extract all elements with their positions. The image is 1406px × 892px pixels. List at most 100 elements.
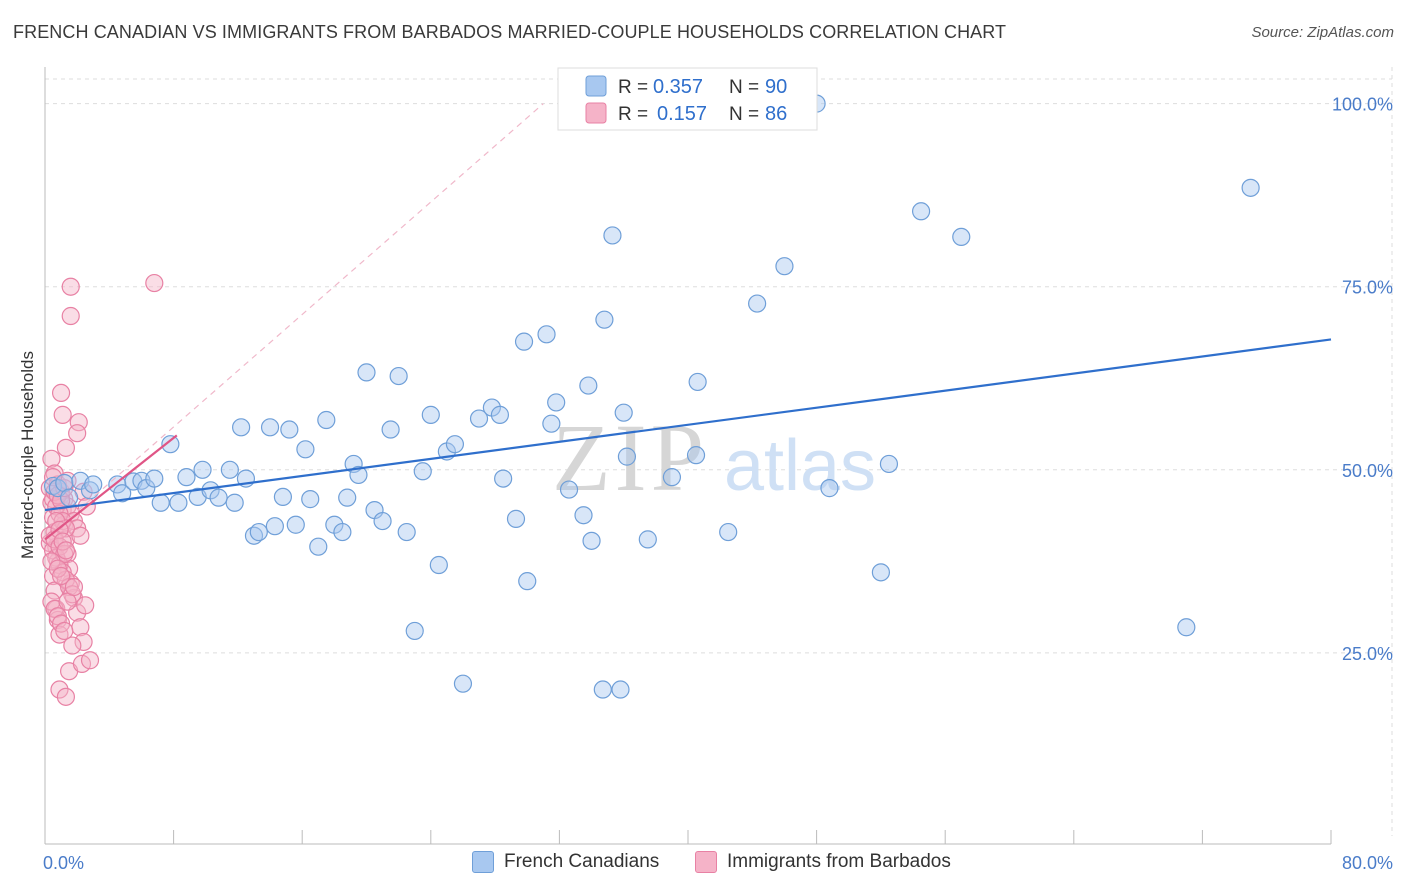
barbados-point (71, 526, 90, 545)
french-canadian-point (232, 418, 251, 437)
french-canadian-point (177, 468, 196, 487)
barbados-point (74, 632, 93, 652)
y-axis-label: Married-couple Households (18, 351, 37, 559)
barbados-point (61, 306, 80, 326)
x-tick-label-max: 80.0% (1342, 853, 1393, 873)
french-canadian-point (490, 405, 510, 424)
y-tick-label: 100.0% (1332, 95, 1393, 115)
y-tick-label: 75.0% (1342, 278, 1393, 298)
french-canadian-point (225, 493, 244, 512)
french-canadian-point (389, 366, 408, 386)
y-tick-label: 25.0% (1342, 644, 1393, 664)
french-canadian-point (317, 410, 336, 430)
french-canadian-point (579, 376, 598, 395)
legend-swatch-barbados (695, 851, 717, 873)
french-canadian-point (381, 420, 400, 439)
barbados-point (50, 680, 69, 699)
french-canadian-point (113, 484, 132, 503)
french-canadian-point (309, 537, 328, 556)
axis-layer: 25.0% 50.0% 75.0% 100.0% (44, 67, 1393, 845)
french-canadian-point (357, 363, 376, 382)
legend-r-value-pink: 0.157 (657, 103, 707, 125)
french-canadian-point (60, 488, 79, 507)
french-canadian-point (559, 480, 579, 499)
french-canadian-point (397, 522, 416, 542)
french-canadian-point (55, 473, 74, 493)
reference-diagonal (44, 103, 544, 540)
french-canadian-point (333, 522, 352, 542)
legend-swatch-french-canadians (472, 851, 494, 873)
barbados-point (80, 651, 100, 670)
french-canadian-point (373, 511, 392, 531)
barbados-point (53, 405, 72, 424)
french-canadian-point (611, 680, 630, 699)
barbados-point (42, 552, 61, 571)
barbados-point (56, 687, 75, 706)
french-canadian-point (582, 531, 601, 550)
french-canadian-point (405, 621, 424, 641)
x-tick-label-min: 0.0% (43, 853, 84, 873)
french-canadian-point (603, 226, 622, 245)
french-canadian-point (296, 440, 315, 459)
french-canadian-point (80, 481, 100, 500)
french-canadian-point (265, 517, 284, 536)
legend-swatch-pink (585, 102, 607, 124)
source-label: Source: ZipAtlas.com (1251, 24, 1394, 41)
french-canadian-point (445, 435, 465, 454)
french-canadian-point (1177, 618, 1196, 637)
french-canadian-point (871, 563, 891, 582)
french-canadian-point (542, 414, 561, 433)
french-canadian-point (286, 515, 305, 534)
legend-r-label-blue: R = (618, 77, 648, 98)
barbados-points (40, 273, 164, 706)
french-canadian-point (719, 522, 738, 542)
barbados-point (61, 277, 80, 296)
stats-legend: R = 0.357 N = 90 R = 0.157 N = 86 (557, 67, 818, 131)
french-canadian-point (638, 530, 657, 549)
french-canadian-point (151, 493, 170, 512)
barbados-point (51, 383, 71, 403)
french-canadian-point (775, 257, 794, 276)
y-tick-label: 50.0% (1342, 461, 1393, 481)
barbados-point (68, 424, 87, 443)
legend-n-label-blue: N = (729, 77, 759, 98)
french-canadian-point (421, 405, 440, 424)
legend-n-label-pink: N = (729, 104, 759, 125)
french-canadian-point (537, 325, 556, 344)
french-canadian-point (220, 460, 239, 479)
french-canadian-point (518, 572, 537, 591)
french-canadian-point (494, 469, 513, 488)
grid-layer (45, 67, 1393, 836)
barbados-point (145, 273, 164, 293)
legend-label-french-canadians: French Canadians (504, 851, 660, 872)
french-canadian-point (911, 202, 931, 221)
french-canadian-points (43, 94, 1260, 699)
legend-item-french-canadians: French Canadians (472, 851, 659, 873)
french-canadian-point (574, 506, 593, 525)
french-canadian-point (593, 680, 612, 699)
legend-label-barbados: Immigrants from Barbados (727, 851, 951, 872)
legend-n-value-pink: 86 (765, 103, 787, 125)
french-canadian-point (748, 294, 767, 313)
french-canadian-point (469, 409, 489, 428)
french-canadian-point (338, 488, 357, 507)
barbados-point (55, 621, 74, 641)
french-canadian-point (952, 227, 971, 247)
french-canadian-point (280, 420, 299, 439)
barbados-point (51, 566, 71, 586)
french-canadian-point (1241, 178, 1260, 197)
french-canadian-point (349, 465, 368, 485)
barbados-point (71, 618, 90, 637)
french-canadian-point (273, 487, 293, 507)
legend-item-barbados: Immigrants from Barbados (695, 851, 951, 873)
french-canadian-point (193, 460, 212, 479)
trend-layer (44, 103, 1332, 541)
barbados-point (63, 636, 82, 655)
barbados-point (56, 541, 75, 560)
trendline-barbados (44, 434, 178, 541)
french-canadian-point (614, 403, 633, 422)
french-canadian-point (686, 446, 706, 465)
french-canadian-point (820, 479, 839, 498)
legend-n-value-blue: 90 (765, 76, 787, 98)
